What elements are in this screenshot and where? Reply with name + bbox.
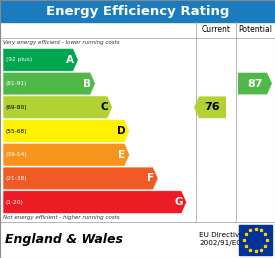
Text: D: D <box>117 126 126 136</box>
Text: Not energy efficient - higher running costs: Not energy efficient - higher running co… <box>3 215 120 220</box>
Polygon shape <box>3 167 158 190</box>
Text: F: F <box>147 173 154 183</box>
Text: (69-80): (69-80) <box>6 105 28 110</box>
Polygon shape <box>3 143 130 166</box>
Text: (21-38): (21-38) <box>6 176 28 181</box>
Polygon shape <box>3 191 187 214</box>
Bar <box>0 222 275 258</box>
Text: A: A <box>66 55 74 65</box>
Text: G: G <box>174 197 183 207</box>
Text: E: E <box>119 150 126 160</box>
Text: Potential: Potential <box>238 26 273 35</box>
Text: 76: 76 <box>204 102 220 112</box>
Text: Current: Current <box>202 26 230 35</box>
Polygon shape <box>194 96 226 118</box>
Text: 87: 87 <box>247 79 263 88</box>
Text: EU Directive
2002/91/EC: EU Directive 2002/91/EC <box>199 232 244 246</box>
Text: Very energy efficient - lower running costs: Very energy efficient - lower running co… <box>3 40 120 45</box>
Bar <box>0 0 275 22</box>
Text: England & Wales: England & Wales <box>5 233 123 246</box>
Text: (92 plus): (92 plus) <box>6 57 32 62</box>
Polygon shape <box>3 72 95 95</box>
Bar <box>0 22 275 222</box>
Text: (1-20): (1-20) <box>6 200 24 205</box>
Polygon shape <box>3 96 112 119</box>
Text: Energy Efficiency Rating: Energy Efficiency Rating <box>46 4 229 18</box>
Bar <box>239 225 272 255</box>
Polygon shape <box>3 49 78 71</box>
Text: (55-68): (55-68) <box>6 128 28 133</box>
Polygon shape <box>238 73 272 94</box>
Text: (81-91): (81-91) <box>6 81 28 86</box>
Text: B: B <box>83 79 91 88</box>
Text: (39-54): (39-54) <box>6 152 28 157</box>
Text: C: C <box>101 102 109 112</box>
Polygon shape <box>3 120 130 142</box>
